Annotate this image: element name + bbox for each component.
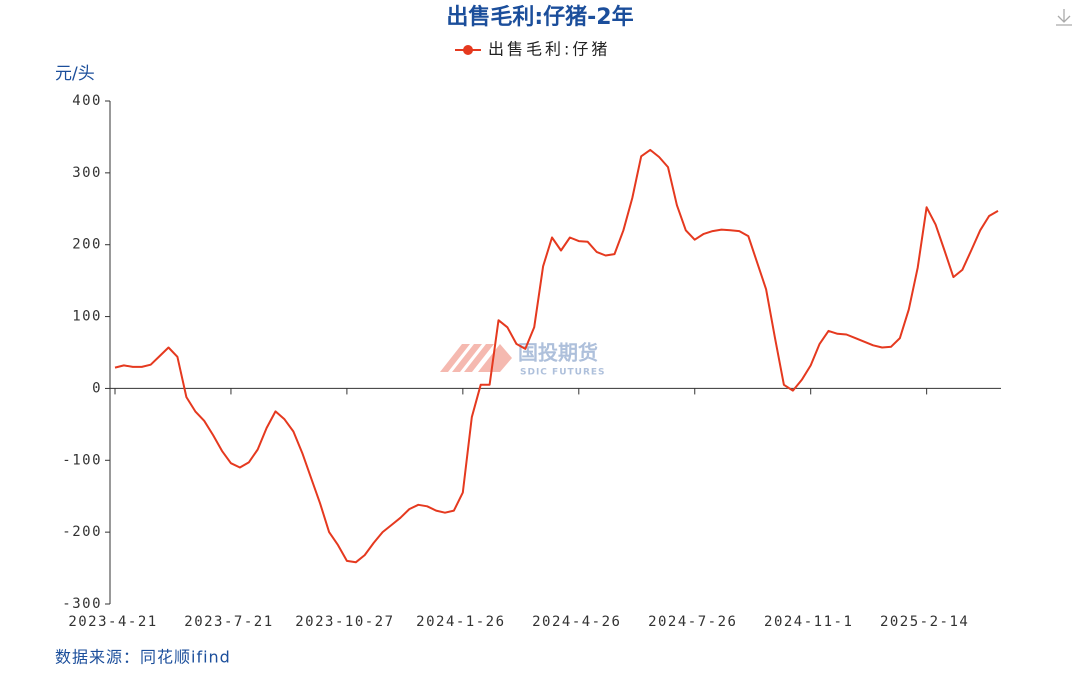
y-tick-label: 100 (72, 309, 102, 325)
x-tick-label: 2025-2-14 (880, 614, 969, 630)
y-tick-label: 0 (92, 380, 102, 396)
y-tick-label: -200 (62, 524, 102, 540)
y-tick-label: 300 (72, 165, 102, 181)
source-note: 数据来源：同花顺ifind (55, 648, 231, 667)
x-tick-label: 2023-4-21 (68, 614, 157, 630)
x-tick-label: 2024-7-26 (648, 614, 737, 630)
watermark-logo (440, 344, 512, 372)
download-icon[interactable] (1056, 9, 1072, 26)
y-axis-unit: 元/头 (55, 64, 95, 84)
chart-title: 出售毛利:仔猪-2年 (446, 4, 633, 30)
x-tick-label: 2024-4-26 (532, 614, 621, 630)
y-tick-label: -300 (62, 596, 102, 612)
watermark-text: 国投期货 (518, 341, 598, 365)
watermark: 国投期货 SDIC FUTURES (440, 341, 606, 378)
legend-label: 出售毛利:仔猪 (488, 40, 610, 59)
y-tick-label: 400 (72, 93, 102, 109)
y-tick-label: 200 (72, 237, 102, 253)
data-line (114, 148, 999, 564)
x-tick-label: 2024-1-26 (416, 614, 505, 630)
x-tick-label: 2023-7-21 (184, 614, 273, 630)
legend-marker (463, 45, 473, 55)
download-glyph[interactable] (1056, 9, 1072, 26)
watermark-subtext: SDIC FUTURES (520, 368, 606, 378)
y-tick-label: -100 (62, 452, 102, 468)
x-tick-label: 2024-11-1 (764, 614, 853, 630)
x-tick-label: 2023-10-27 (295, 614, 394, 630)
